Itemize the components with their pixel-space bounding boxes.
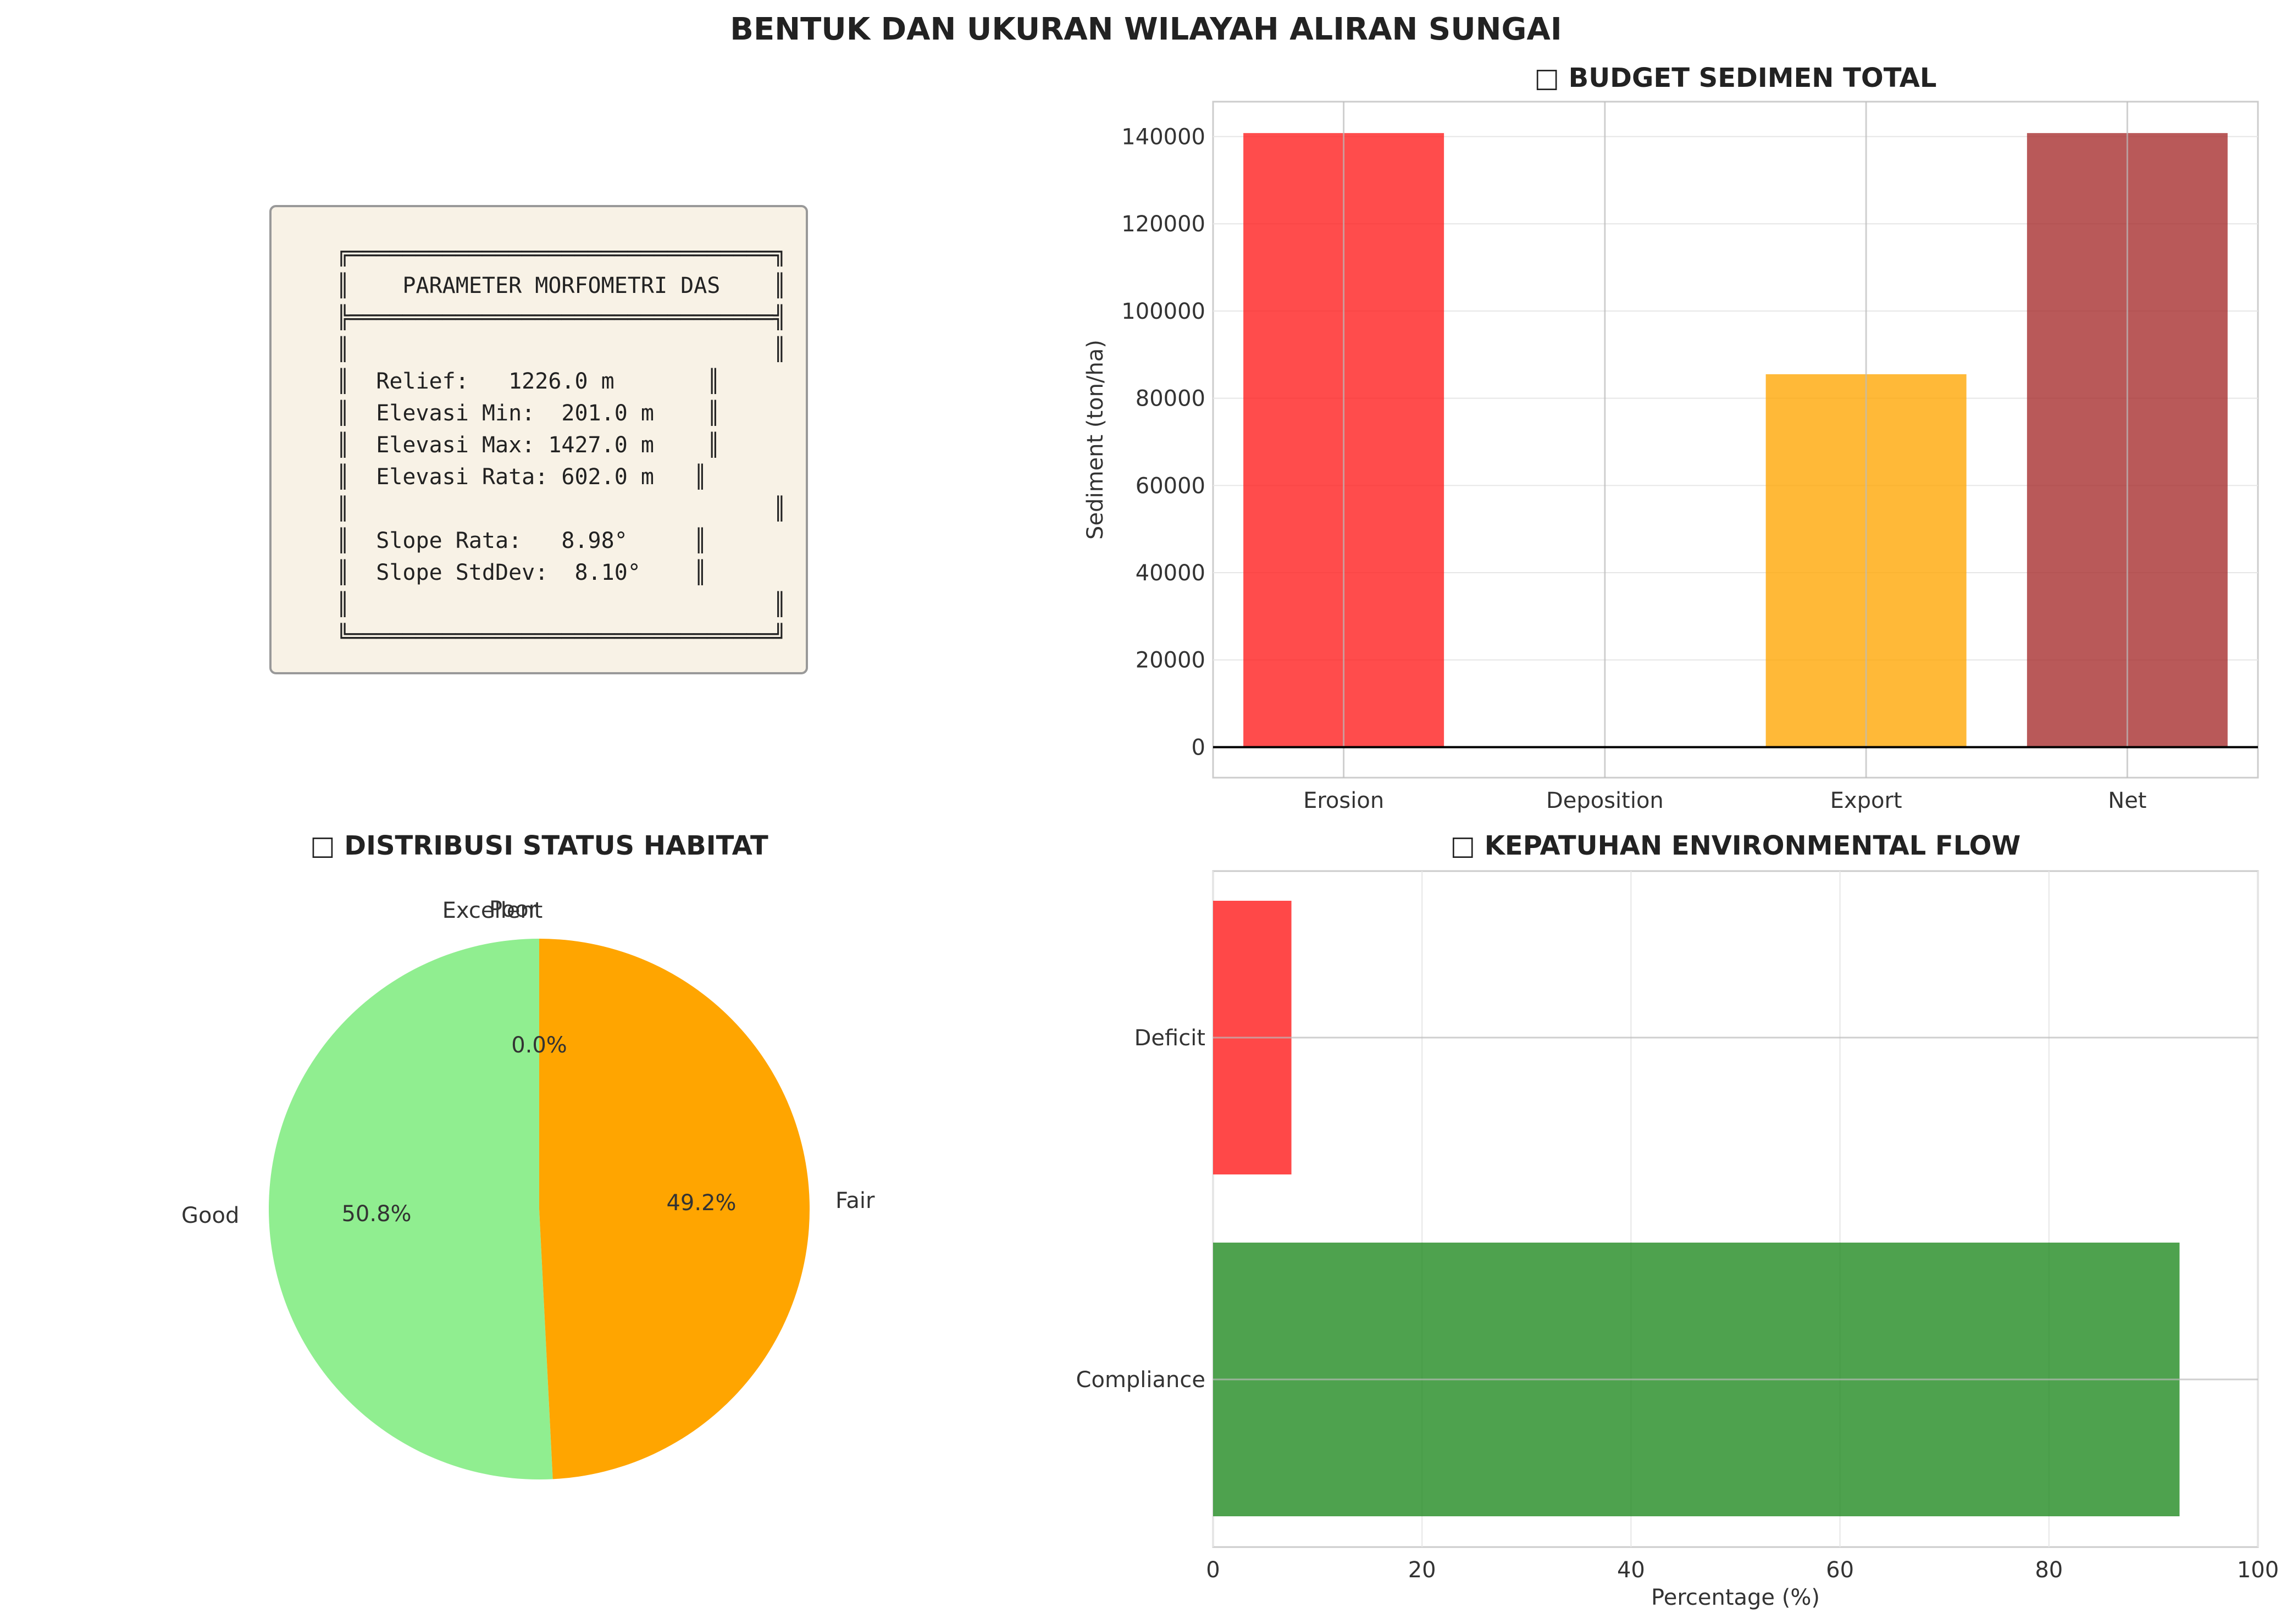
y-tick-label: 60000 <box>1136 473 1205 498</box>
y-tick-label: Deficit <box>1134 1026 1205 1051</box>
x-tick-label: Deposition <box>1546 788 1664 813</box>
morphometry-info-panel: ╔════════════════════════════════╗ ║ PARA… <box>269 205 808 674</box>
x-tick-label: Export <box>1830 788 1902 813</box>
x-axis-label: Percentage (%) <box>1651 1585 1820 1610</box>
info-box-line: ║ Elevasi Max: 1427.0 m ║ <box>336 431 720 458</box>
y-tick-label: 80000 <box>1136 386 1205 412</box>
y-tick-label: 40000 <box>1136 561 1205 586</box>
info-box-line: ║ Slope StdDev: 8.10° ║ <box>336 559 707 585</box>
info-box-line: ╔════════════════════════════════╗ <box>336 241 787 267</box>
pie-percent-label: 50.8% <box>341 1201 411 1227</box>
y-tick-label: 140000 <box>1121 124 1205 149</box>
x-tick-label: 0 <box>1206 1558 1220 1583</box>
x-tick-label: 40 <box>1617 1558 1645 1583</box>
info-box-line: ║ Relief: 1226.0 m ║ <box>336 368 720 394</box>
x-tick-label: 20 <box>1408 1558 1436 1583</box>
x-tick-label: 80 <box>2035 1558 2063 1583</box>
pie-percent-label: 49.2% <box>666 1190 736 1216</box>
sediment-budget-chart: 0 20000 40000 60000 80000 100000 120000 140000 E… <box>1083 63 2259 813</box>
figure-title: BENTUK DAN UKURAN WILAYAH ALIRAN SUNGAI <box>730 12 1562 47</box>
info-box-line: ╚════════════════════════════════╝ <box>336 623 787 649</box>
pie-slice-good <box>269 939 553 1480</box>
pie-label: Poor <box>489 897 538 922</box>
y-tick-label: Compliance <box>1076 1367 1205 1393</box>
pie-label: Excellent <box>442 898 543 923</box>
pie-slice-fair <box>539 939 810 1479</box>
info-box-line: ║ ║ <box>336 336 787 362</box>
info-box-line: ║ Elevasi Min: 201.0 m ║ <box>336 400 720 426</box>
info-box-line: ║ ║ <box>336 591 787 617</box>
y-axis-label: Sediment (ton/ha) <box>1083 340 1108 540</box>
x-tick-label: Net <box>2108 788 2146 813</box>
pie-label: Good <box>181 1203 239 1228</box>
info-box-line: ╠════════════════════════════════╣ <box>336 304 787 330</box>
info-box-line: ║ Elevasi Rata: 602.0 m ║ <box>336 463 707 490</box>
x-tick-label: Erosion <box>1303 788 1384 813</box>
x-tick-label: 100 <box>2237 1558 2279 1583</box>
info-box-line: ║ ║ <box>336 495 787 522</box>
chart-title: □ BUDGET SEDIMEN TOTAL <box>1535 63 1937 93</box>
y-tick-label: 120000 <box>1121 212 1205 237</box>
info-box-frame <box>269 205 808 674</box>
y-tick-label: 20000 <box>1136 648 1205 673</box>
chart-title: □ KEPATUHAN ENVIRONMENTAL FLOW <box>1451 830 2021 861</box>
y-tick-label: 0 <box>1192 735 1205 760</box>
pie-label: Fair <box>835 1188 875 1213</box>
chart-title: □ DISTRIBUSI STATUS HABITAT <box>310 830 768 861</box>
info-box-line: ║ PARAMETER MORFOMETRI DAS ║ <box>336 272 787 298</box>
pie-percent-label: 0.0% <box>511 1033 567 1058</box>
x-tick-label: 60 <box>1826 1558 1854 1583</box>
info-box-line: ║ Slope Rata: 8.98° ║ <box>336 527 707 553</box>
environmental-flow-chart: Compliance Deficit 0 20 40 60 80 100 Percentage … <box>1076 830 2279 1610</box>
habitat-status-pie-chart: Excellent Good Fair Poor 50.8% 49.2% 0.0% □ DIS… <box>181 830 875 1480</box>
y-tick-label: 100000 <box>1121 299 1205 324</box>
